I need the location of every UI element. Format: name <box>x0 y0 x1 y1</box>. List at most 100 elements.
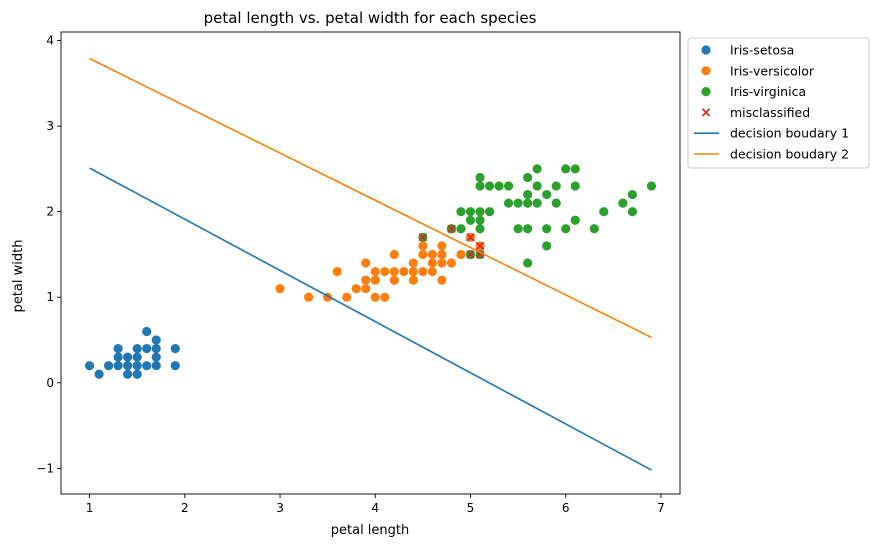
data-point-iris-versicolor <box>399 266 409 277</box>
data-point-iris-versicolor <box>418 249 428 260</box>
y-tick-label: 4 <box>46 34 54 48</box>
data-point-iris-versicolor <box>456 249 466 260</box>
x-tick-label: 1 <box>86 501 94 515</box>
data-point-iris-virginica <box>542 224 552 234</box>
data-point-iris-virginica <box>532 164 542 174</box>
data-point-iris-versicolor <box>437 249 447 260</box>
legend-swatch-circle <box>701 45 711 55</box>
x-tick-label: 5 <box>467 501 475 515</box>
legend-label: Iris-versicolor <box>730 63 815 78</box>
data-point-iris-setosa <box>132 352 142 362</box>
legend-label: Iris-virginica <box>730 84 806 99</box>
data-point-iris-setosa <box>142 361 152 371</box>
data-point-iris-virginica <box>465 207 476 217</box>
data-point-iris-versicolor <box>437 275 447 285</box>
data-point-iris-setosa <box>132 343 142 354</box>
data-point-iris-virginica <box>523 224 533 234</box>
x-tick-label: 6 <box>562 501 570 515</box>
data-point-iris-versicolor <box>408 266 418 277</box>
y-tick-label: 3 <box>46 119 54 133</box>
data-point-iris-versicolor <box>418 266 428 277</box>
data-point-iris-virginica <box>456 224 466 234</box>
data-point-iris-setosa <box>113 343 123 354</box>
data-point-iris-versicolor <box>304 292 314 302</box>
data-point-iris-setosa <box>151 335 161 345</box>
data-point-iris-setosa <box>104 361 114 371</box>
data-point-iris-versicolor <box>427 266 437 277</box>
misclassified-marker <box>475 250 485 259</box>
data-point-iris-virginica <box>475 224 485 234</box>
data-point-iris-setosa <box>123 369 133 379</box>
data-point-iris-versicolor <box>361 275 371 285</box>
data-point-iris-versicolor <box>361 284 371 294</box>
data-point-iris-virginica <box>599 207 609 217</box>
decision-boudary-2-line <box>89 57 652 339</box>
data-point-iris-setosa <box>170 343 180 354</box>
legend-label: Iris-setosa <box>730 43 794 58</box>
data-point-iris-virginica <box>513 224 523 234</box>
data-point-iris-virginica <box>532 181 542 191</box>
data-point-iris-virginica <box>542 189 552 200</box>
data-point-iris-versicolor <box>370 275 380 285</box>
data-point-iris-versicolor <box>332 266 342 277</box>
data-point-iris-versicolor <box>446 258 457 268</box>
data-point-iris-virginica <box>523 258 533 268</box>
data-point-iris-setosa <box>84 361 95 371</box>
data-point-iris-virginica <box>570 164 580 174</box>
legend-swatch-circle <box>701 87 711 97</box>
data-point-iris-virginica <box>484 207 495 217</box>
data-point-iris-versicolor <box>370 292 380 302</box>
data-point-iris-virginica <box>551 198 561 208</box>
data-point-iris-virginica <box>523 189 533 200</box>
data-point-iris-virginica <box>561 164 571 174</box>
x-tick-label: 2 <box>181 501 189 515</box>
data-point-iris-setosa <box>151 343 161 354</box>
chart-title: petal length vs. petal width for each sp… <box>204 9 537 27</box>
data-point-iris-virginica <box>456 207 466 217</box>
data-point-iris-setosa <box>132 361 142 371</box>
data-point-iris-virginica <box>532 198 542 208</box>
data-point-iris-versicolor <box>389 249 399 260</box>
misclassified-marker <box>466 250 475 259</box>
data-point-iris-virginica <box>513 198 523 208</box>
data-point-iris-virginica <box>618 198 628 208</box>
data-point-iris-virginica <box>570 181 580 191</box>
data-point-iris-virginica <box>503 198 514 208</box>
legend: Iris-setosa Iris-versicolor Iris-virginica… <box>687 37 870 169</box>
data-point-iris-virginica <box>475 181 485 191</box>
data-point-iris-setosa <box>151 352 161 362</box>
data-point-iris-versicolor <box>342 292 352 302</box>
misclassified-marker <box>466 233 475 242</box>
data-point-iris-versicolor <box>351 284 361 294</box>
misclassified-marker <box>418 233 428 242</box>
data-point-iris-setosa <box>123 361 133 371</box>
data-point-iris-setosa <box>142 343 152 354</box>
y-axis-label: petal width <box>11 240 26 313</box>
data-point-iris-versicolor <box>437 258 447 268</box>
data-point-iris-virginica <box>475 172 485 183</box>
data-point-iris-virginica <box>542 241 552 251</box>
data-point-iris-virginica <box>475 215 485 225</box>
data-point-iris-versicolor <box>437 241 447 251</box>
data-point-iris-virginica <box>627 189 637 200</box>
data-point-iris-virginica <box>523 198 533 208</box>
data-point-iris-versicolor <box>380 266 390 277</box>
y-tick-label: 0 <box>46 376 54 390</box>
data-point-iris-versicolor <box>389 275 399 285</box>
data-point-iris-setosa <box>151 361 161 371</box>
data-point-iris-versicolor <box>408 275 418 285</box>
data-point-iris-setosa <box>113 361 123 371</box>
y-tick-label: −1 <box>36 461 54 475</box>
data-point-iris-virginica <box>484 181 495 191</box>
axes-frame <box>60 31 681 495</box>
data-point-iris-setosa <box>123 352 133 362</box>
legend-swatch-circle <box>701 66 711 76</box>
legend-label: misclassified <box>730 105 810 120</box>
data-point-iris-virginica <box>475 207 485 217</box>
data-point-iris-versicolor <box>427 249 437 260</box>
x-tick-label: 4 <box>371 501 379 515</box>
legend-swatch-x <box>701 108 711 117</box>
legend-label: decision boudary 2 <box>730 147 849 162</box>
data-point-iris-versicolor <box>370 266 380 277</box>
